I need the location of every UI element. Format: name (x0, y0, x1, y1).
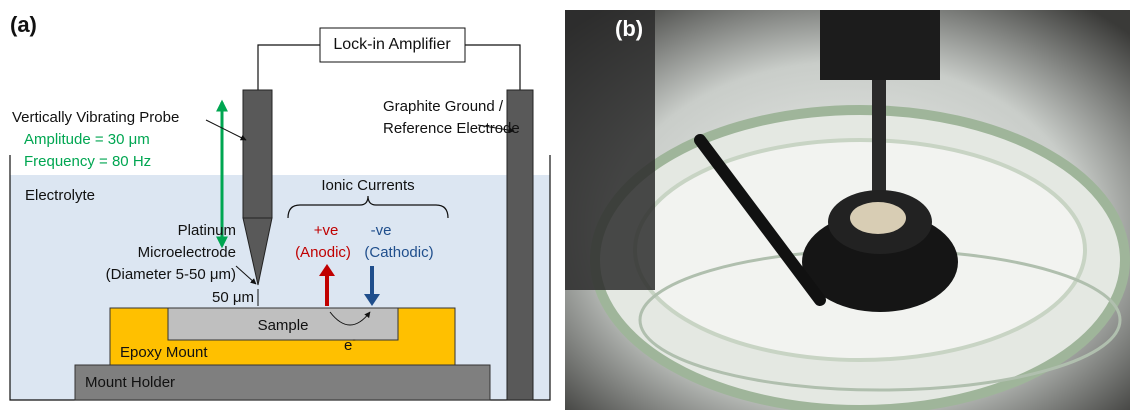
probe-label: Vertically Vibrating Probe (12, 109, 179, 126)
panel-b: (b) (565, 10, 1130, 410)
cathodic-sign: -ve (371, 222, 392, 239)
microelectrode-label: Platinum (178, 222, 236, 239)
electrolyte-label: Electrolyte (25, 187, 95, 204)
panel-label: (a) (10, 12, 37, 37)
sample-label: Sample (258, 317, 309, 334)
frequency: Frequency = 80 Hz (24, 153, 151, 170)
anodic-sign: +ve (314, 222, 339, 239)
figure: (a) Lock-in Amplifier Vertically Vibrati… (0, 0, 1130, 410)
probe-shaft (872, 80, 886, 200)
anodic-label: (Anodic) (295, 244, 351, 261)
epoxy-label: Epoxy Mount (120, 344, 208, 361)
probe (243, 90, 272, 218)
microelectrode-label: (Diameter 5-50 μm) (106, 266, 236, 283)
electron-charge: - (352, 335, 355, 346)
cathodic-label: (Cathodic) (364, 244, 433, 261)
probe-mount (820, 10, 940, 80)
microelectrode-label: Microelectrode (138, 244, 236, 261)
lock-in-label: Lock-in Amplifier (333, 36, 451, 53)
panel-label: (b) (615, 16, 643, 41)
holder-label: Mount Holder (85, 374, 175, 391)
ground-label: Graphite Ground / (383, 98, 504, 115)
sample-disc (850, 202, 906, 234)
panel-a: (a) Lock-in Amplifier Vertically Vibrati… (10, 12, 550, 400)
ground-label: Reference Electrode (383, 120, 520, 137)
amplitude: Amplitude = 30 μm (24, 131, 150, 148)
probe-pointer (206, 120, 246, 140)
page: {"panel_a": {"label": "(a)", "lock_in": … (0, 0, 1130, 410)
gap-label: 50 μm (212, 289, 254, 306)
ionic-currents: Ionic Currents (321, 177, 414, 194)
electron-symbol: e (344, 337, 352, 354)
clamp (565, 10, 655, 290)
